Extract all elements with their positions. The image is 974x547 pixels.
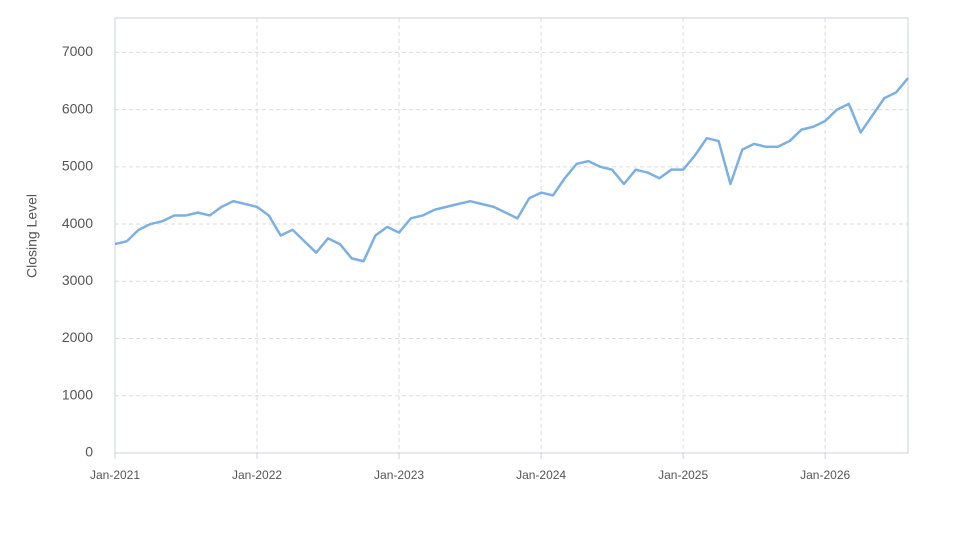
y-tick-label: 0 xyxy=(85,444,93,460)
x-tick-label: Jan-2026 xyxy=(800,468,850,482)
y-axis-label: Closing Level xyxy=(24,194,40,278)
x-tick-label: Jan-2021 xyxy=(90,468,140,482)
y-tick-label: 1000 xyxy=(62,386,93,402)
x-tick-label: Jan-2024 xyxy=(516,468,566,482)
y-tick-label: 4000 xyxy=(62,215,93,231)
x-tick-label: Jan-2022 xyxy=(232,468,282,482)
y-tick-label: 2000 xyxy=(62,329,93,345)
y-tick-label: 5000 xyxy=(62,158,93,174)
x-tick-label: Jan-2025 xyxy=(658,468,708,482)
plot-frame xyxy=(114,17,909,454)
line-series xyxy=(114,77,909,263)
x-tick-label: Jan-2023 xyxy=(374,468,424,482)
y-tick-label: 3000 xyxy=(62,272,93,288)
y-tick-label: 6000 xyxy=(62,100,93,116)
y-tick-label: 7000 xyxy=(62,43,93,59)
